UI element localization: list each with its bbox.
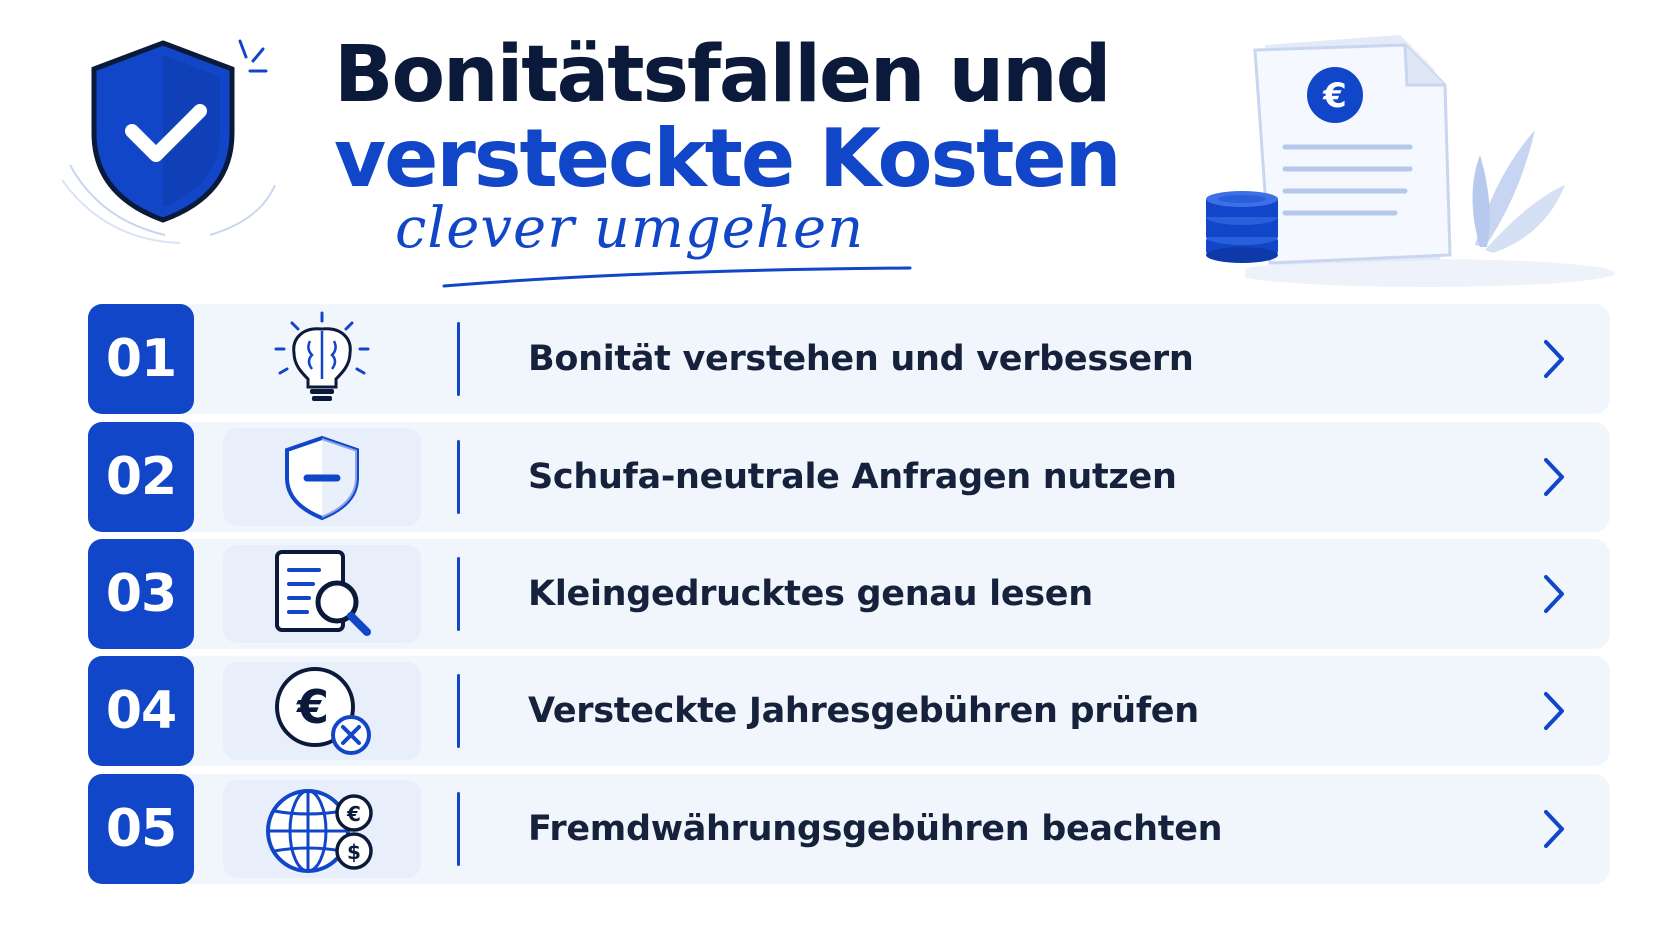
svg-text:$: $ [347,840,361,864]
list-item[interactable]: 04 € Versteckte Jahresgebühren prüfen [88,656,1610,766]
chevron-right-icon[interactable] [1538,688,1568,734]
list-item[interactable]: 02 Schufa-neutrale Anfragen nutzen [88,422,1610,532]
step-number: 01 [88,304,194,414]
euro-symbol: € [1322,76,1347,116]
brain-lightbulb-icon [274,311,370,401]
chevron-right-icon[interactable] [1538,454,1568,500]
coin-stack-icon [1206,191,1278,263]
chevron-right-icon[interactable] [1538,806,1568,852]
step-number: 05 [88,774,194,884]
list-item[interactable]: 01 Bonität verstehen und verbessern [88,304,1610,414]
list-item[interactable]: 05 € $ Fremdwährungsgebühren beachten [88,774,1610,884]
step-number: 03 [88,539,194,649]
invoice-coins-illustration: € [1245,35,1615,287]
step-label: Bonität verstehen und verbessern [528,339,1194,379]
svg-text:€: € [346,802,361,826]
shield-check-icon [61,39,276,244]
subtitle-underline [442,266,912,288]
page-title-line1: Bonitätsfallen und [334,30,1111,120]
shield-minus-icon [285,435,359,521]
document-search-icon [275,550,371,636]
page-subtitle: clever umgehen [395,196,865,261]
list-item[interactable]: 03 Kleingedrucktes genau lesen [88,539,1610,649]
step-number: 04 [88,656,194,766]
svg-text:€: € [296,680,329,734]
chevron-right-icon[interactable] [1538,336,1568,382]
step-label: Fremdwährungsgebühren beachten [528,809,1223,849]
step-number: 02 [88,422,194,532]
step-label: Schufa-neutrale Anfragen nutzen [528,457,1177,497]
euro-cancel-icon: € [275,667,371,755]
globe-currency-icon: € $ [266,789,373,873]
page-title-line2: versteckte Kosten [334,112,1122,205]
step-label: Versteckte Jahresgebühren prüfen [528,691,1199,731]
header: Bonitätsfallen und versteckte Kosten cle… [0,0,1672,295]
step-label: Kleingedrucktes genau lesen [528,574,1093,614]
chevron-right-icon[interactable] [1538,571,1568,617]
